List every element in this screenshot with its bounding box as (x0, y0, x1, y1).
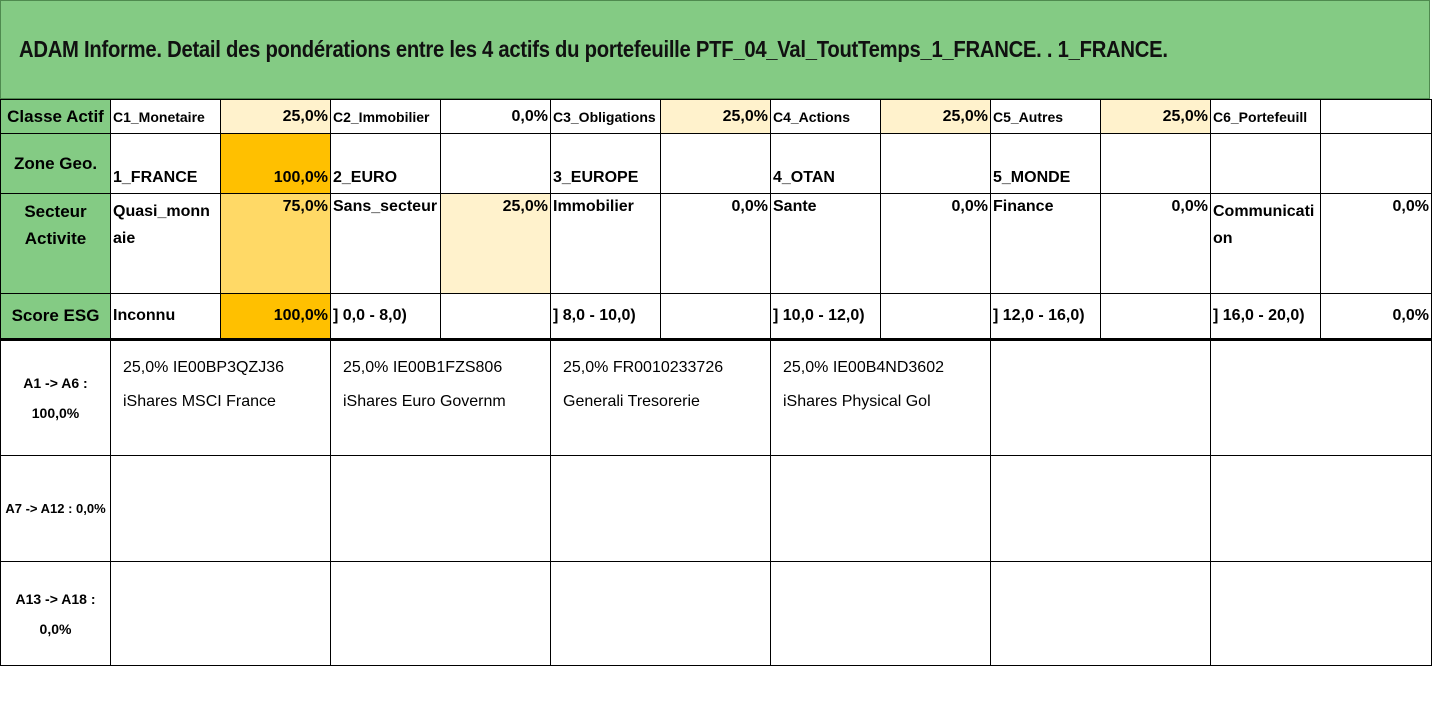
row-score-esg: Score ESG Inconnu 100,0% ] 0,0 - 8,0) ] … (0, 293, 1432, 340)
secteur-value-5: 0,0% (1100, 193, 1211, 294)
asset-cell-7 (110, 455, 331, 562)
esg-value-6: 0,0% (1320, 293, 1432, 340)
classe-value-5: 25,0% (1100, 99, 1211, 134)
assets-group1-label: A1 -> A6 : 100,0% (0, 338, 111, 456)
zone-value-4 (880, 133, 991, 194)
secteur-value-6: 0,0% (1320, 193, 1432, 294)
row-header-secteur: Secteur Activite (0, 193, 111, 294)
asset-4-name: iShares Physical Gol (783, 393, 931, 410)
asset-cell-15 (550, 561, 771, 666)
asset-cell-14 (330, 561, 551, 666)
esg-value-2 (440, 293, 551, 340)
zone-label-4: 4_OTAN (770, 133, 881, 194)
row-assets-a1-a6: A1 -> A6 : 100,0% 25,0% IE00BP3QZJ36 iSh… (0, 338, 1432, 456)
asset-cell-11 (990, 455, 1211, 562)
asset-3-name: Generali Tresorerie (563, 393, 700, 410)
row-secteur-activite: Secteur Activite Quasi_monnaie 75,0% San… (0, 193, 1432, 294)
asset-1-name: iShares MSCI France (123, 393, 276, 410)
weights-table: Classe Actif C1_Monetaire 25,0% C2_Immob… (0, 99, 1432, 666)
asset-cell-16 (770, 561, 991, 666)
zone-label-2: 2_EURO (330, 133, 441, 194)
esg-value-4 (880, 293, 991, 340)
row-assets-a7-a12: A7 -> A12 : 0,0% (0, 455, 1432, 562)
page-title: ADAM Informe. Detail des pondérations en… (19, 36, 1168, 62)
secteur-value-3: 0,0% (660, 193, 771, 294)
row-classe-actif: Classe Actif C1_Monetaire 25,0% C2_Immob… (0, 99, 1432, 134)
row-header-classe: Classe Actif (0, 99, 111, 134)
zone-value-1: 100,0% (220, 133, 331, 194)
asset-2-weight-isin: 25,0% IE00B1FZS806 (343, 359, 503, 376)
classe-value-3: 25,0% (660, 99, 771, 134)
asset-cell-12 (1210, 455, 1432, 562)
asset-1-weight-isin: 25,0% IE00BP3QZJ36 (123, 359, 284, 376)
title-bar: ADAM Informe. Detail des pondérations en… (0, 0, 1430, 99)
zone-label-1: 1_FRANCE (110, 133, 221, 194)
secteur-value-2: 25,0% (440, 193, 551, 294)
classe-value-4: 25,0% (880, 99, 991, 134)
secteur-label-1: Quasi_monnaie (110, 193, 221, 294)
esg-label-3: ] 8,0 - 10,0) (550, 293, 661, 340)
secteur-label-4: Sante (770, 193, 881, 294)
classe-label-5: C5_Autres (990, 99, 1101, 134)
zone-value-3 (660, 133, 771, 194)
asset-cell-13 (110, 561, 331, 666)
esg-value-1: 100,0% (220, 293, 331, 340)
esg-label-4: ] 10,0 - 12,0) (770, 293, 881, 340)
classe-value-6 (1320, 99, 1432, 134)
esg-value-5 (1100, 293, 1211, 340)
esg-label-2: ] 0,0 - 8,0) (330, 293, 441, 340)
asset-cell-4: 25,0% IE00B4ND3602 iShares Physical Gol (770, 338, 991, 456)
asset-cell-3: 25,0% FR0010233726 Generali Tresorerie (550, 338, 771, 456)
assets-group3-label: A13 -> A18 : 0,0% (0, 561, 111, 666)
secteur-label-5: Finance (990, 193, 1101, 294)
zone-value-6 (1320, 133, 1432, 194)
row-assets-a13-a18: A13 -> A18 : 0,0% (0, 561, 1432, 666)
asset-cell-8 (330, 455, 551, 562)
asset-cell-9 (550, 455, 771, 562)
classe-value-2: 0,0% (440, 99, 551, 134)
asset-cell-10 (770, 455, 991, 562)
secteur-label-2: Sans_secteur (330, 193, 441, 294)
zone-value-5 (1100, 133, 1211, 194)
asset-cell-18 (1210, 561, 1432, 666)
zone-value-2 (440, 133, 551, 194)
row-header-zone: Zone Geo. (0, 133, 111, 194)
classe-label-3: C3_Obligations (550, 99, 661, 134)
asset-cell-1: 25,0% IE00BP3QZJ36 iShares MSCI France (110, 338, 331, 456)
asset-3-weight-isin: 25,0% FR0010233726 (563, 359, 724, 376)
esg-label-1: Inconnu (110, 293, 221, 340)
asset-cell-17 (990, 561, 1211, 666)
classe-label-4: C4_Actions (770, 99, 881, 134)
asset-4-weight-isin: 25,0% IE00B4ND3602 (783, 359, 944, 376)
zone-label-6 (1210, 133, 1321, 194)
zone-label-3: 3_EUROPE (550, 133, 661, 194)
row-zone-geo: Zone Geo. 1_FRANCE 100,0% 2_EURO 3_EUROP… (0, 133, 1432, 194)
esg-label-6: ] 16,0 - 20,0) (1210, 293, 1321, 340)
classe-label-6: C6_Portefeuill (1210, 99, 1321, 134)
asset-cell-6 (1210, 338, 1432, 456)
asset-cell-2: 25,0% IE00B1FZS806 iShares Euro Governm (330, 338, 551, 456)
assets-group2-label: A7 -> A12 : 0,0% (0, 455, 111, 562)
zone-label-5: 5_MONDE (990, 133, 1101, 194)
secteur-label-3: Immobilier (550, 193, 661, 294)
row-header-esg: Score ESG (0, 293, 111, 340)
asset-2-name: iShares Euro Governm (343, 393, 506, 410)
secteur-label-6: Communication (1210, 193, 1321, 294)
classe-value-1: 25,0% (220, 99, 331, 134)
classe-label-2: C2_Immobilier (330, 99, 441, 134)
esg-label-5: ] 12,0 - 16,0) (990, 293, 1101, 340)
secteur-value-1: 75,0% (220, 193, 331, 294)
esg-value-3 (660, 293, 771, 340)
secteur-value-4: 0,0% (880, 193, 991, 294)
asset-cell-5 (990, 338, 1211, 456)
classe-label-1: C1_Monetaire (110, 99, 221, 134)
